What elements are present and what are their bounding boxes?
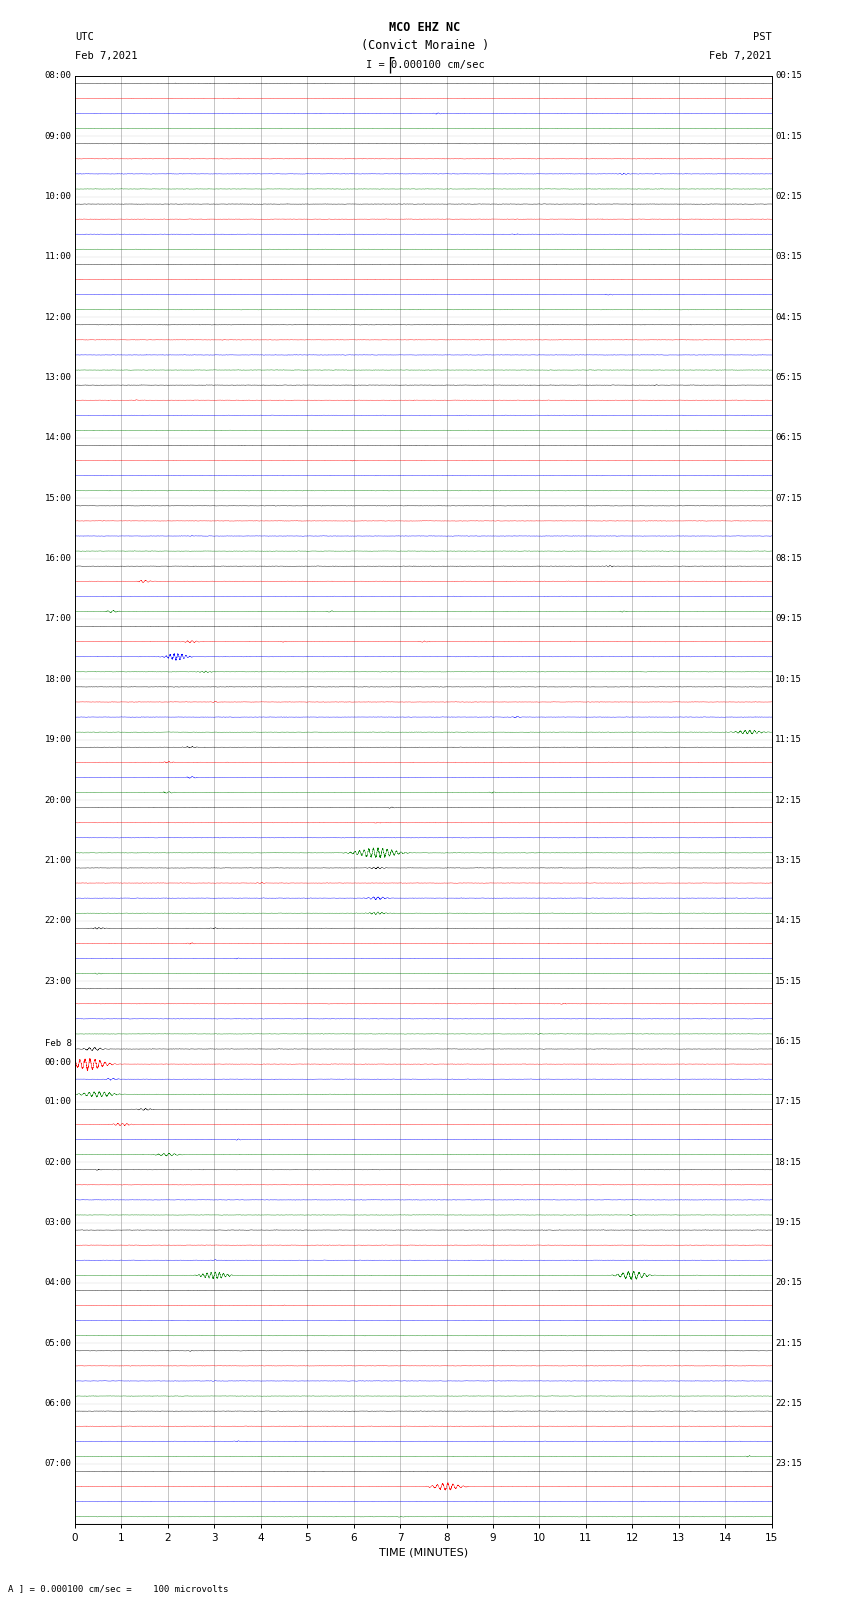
Text: 15:00: 15:00 (44, 494, 71, 503)
Text: Feb 7,2021: Feb 7,2021 (75, 52, 138, 61)
Text: 17:15: 17:15 (775, 1097, 802, 1107)
Text: 07:00: 07:00 (44, 1460, 71, 1468)
Text: I = 0.000100 cm/sec: I = 0.000100 cm/sec (366, 60, 484, 69)
Text: 10:15: 10:15 (775, 674, 802, 684)
Text: 02:15: 02:15 (775, 192, 802, 202)
Text: 22:15: 22:15 (775, 1398, 802, 1408)
Text: 21:15: 21:15 (775, 1339, 802, 1348)
Text: 11:15: 11:15 (775, 736, 802, 744)
Text: 23:00: 23:00 (44, 976, 71, 986)
Text: ⎡: ⎡ (387, 56, 395, 73)
Text: 10:00: 10:00 (44, 192, 71, 202)
Text: 05:15: 05:15 (775, 373, 802, 382)
Text: 03:00: 03:00 (44, 1218, 71, 1227)
Text: (Convict Moraine ): (Convict Moraine ) (361, 39, 489, 52)
Text: 14:00: 14:00 (44, 434, 71, 442)
Text: UTC: UTC (75, 32, 94, 42)
Text: 11:00: 11:00 (44, 252, 71, 261)
Text: PST: PST (753, 32, 772, 42)
Text: 01:00: 01:00 (44, 1097, 71, 1107)
Text: 00:00: 00:00 (44, 1048, 71, 1068)
Text: 08:15: 08:15 (775, 555, 802, 563)
Text: 13:15: 13:15 (775, 857, 802, 865)
Text: 19:00: 19:00 (44, 736, 71, 744)
Text: Feb 7,2021: Feb 7,2021 (709, 52, 772, 61)
Text: MCO EHZ NC: MCO EHZ NC (389, 21, 461, 34)
Text: 21:00: 21:00 (44, 857, 71, 865)
Text: 09:15: 09:15 (775, 615, 802, 624)
Text: 14:15: 14:15 (775, 916, 802, 926)
Text: 05:00: 05:00 (44, 1339, 71, 1348)
Text: 16:00: 16:00 (44, 555, 71, 563)
Text: 13:00: 13:00 (44, 373, 71, 382)
Text: 12:00: 12:00 (44, 313, 71, 321)
Text: 20:00: 20:00 (44, 795, 71, 805)
Text: 15:15: 15:15 (775, 976, 802, 986)
Text: 02:00: 02:00 (44, 1158, 71, 1166)
Text: 19:15: 19:15 (775, 1218, 802, 1227)
Text: 22:00: 22:00 (44, 916, 71, 926)
Text: 17:00: 17:00 (44, 615, 71, 624)
Text: A ] = 0.000100 cm/sec =    100 microvolts: A ] = 0.000100 cm/sec = 100 microvolts (8, 1584, 229, 1594)
Text: Feb 8: Feb 8 (44, 1039, 71, 1048)
Text: 07:15: 07:15 (775, 494, 802, 503)
Text: 00:15: 00:15 (775, 71, 802, 81)
Text: 12:15: 12:15 (775, 795, 802, 805)
Text: 03:15: 03:15 (775, 252, 802, 261)
X-axis label: TIME (MINUTES): TIME (MINUTES) (379, 1547, 468, 1558)
Text: 18:00: 18:00 (44, 674, 71, 684)
Text: 23:15: 23:15 (775, 1460, 802, 1468)
Text: 20:15: 20:15 (775, 1279, 802, 1287)
Text: 06:15: 06:15 (775, 434, 802, 442)
Text: 06:00: 06:00 (44, 1398, 71, 1408)
Text: 09:00: 09:00 (44, 132, 71, 140)
Text: 08:00: 08:00 (44, 71, 71, 81)
Text: 04:00: 04:00 (44, 1279, 71, 1287)
Text: 18:15: 18:15 (775, 1158, 802, 1166)
Text: 04:15: 04:15 (775, 313, 802, 321)
Text: 01:15: 01:15 (775, 132, 802, 140)
Text: 16:15: 16:15 (775, 1037, 802, 1045)
